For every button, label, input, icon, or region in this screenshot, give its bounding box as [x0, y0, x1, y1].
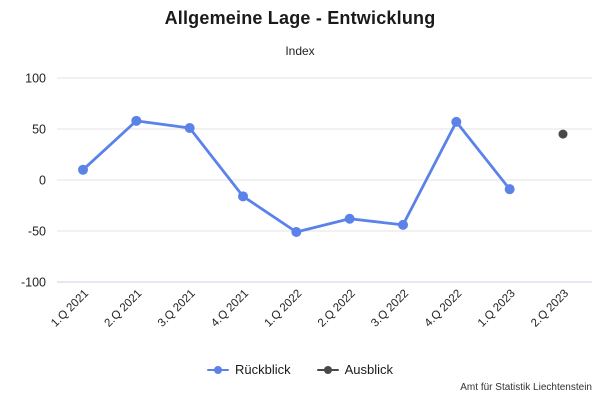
- legend-item-rueckblick[interactable]: Rückblick: [206, 362, 291, 377]
- x-tick-label: 3.Q 2021: [156, 288, 198, 330]
- legend-item-ausblick[interactable]: Ausblick: [316, 362, 394, 377]
- legend-label-ausblick: Ausblick: [344, 362, 394, 377]
- y-tick-label: 0: [39, 174, 46, 188]
- y-tick-label: 100: [25, 72, 46, 86]
- data-point-rückblick: [131, 115, 142, 126]
- x-tick-label: 1.Q 2023: [476, 288, 518, 330]
- series-line-rückblick: [81, 119, 512, 234]
- data-point-ausblick: [558, 129, 568, 139]
- y-tick-label: 50: [32, 123, 46, 137]
- ausblick-line-dot-icon: [316, 365, 339, 375]
- data-point-rückblick: [78, 164, 88, 175]
- data-point-rückblick: [238, 191, 248, 202]
- data-point-rückblick: [184, 122, 195, 133]
- legend-label-rueckblick: Rückblick: [234, 362, 291, 377]
- chart-title: Allgemeine Lage - Entwicklung: [164, 8, 436, 28]
- x-tick-label: 2.Q 2022: [316, 288, 358, 330]
- rueckblick-line-dot-icon: [206, 365, 229, 375]
- data-point-rückblick: [344, 213, 355, 224]
- x-tick-label: 1.Q 2022: [263, 288, 305, 330]
- data-point-rückblick: [291, 227, 302, 238]
- data-point-rückblick: [451, 116, 462, 127]
- x-tick-label: 3.Q 2022: [369, 288, 411, 330]
- x-tick-label: 4.Q 2022: [423, 288, 465, 330]
- y-tick-label: -50: [28, 225, 46, 239]
- data-point-rückblick: [504, 184, 515, 195]
- x-tick-label: 2.Q 2023: [529, 288, 571, 330]
- x-tick-label: 4.Q 2021: [209, 288, 251, 330]
- x-tick-label: 2.Q 2021: [103, 288, 145, 330]
- data-point-rückblick: [398, 219, 408, 230]
- x-tick-label: 1.Q 2021: [49, 288, 91, 330]
- chart-subtitle: Index: [285, 44, 315, 58]
- source-note: Amt für Statistik Liechtenstein: [460, 382, 592, 393]
- chart-legend: Rückblick Ausblick: [0, 362, 600, 377]
- y-tick-label: -100: [21, 276, 46, 290]
